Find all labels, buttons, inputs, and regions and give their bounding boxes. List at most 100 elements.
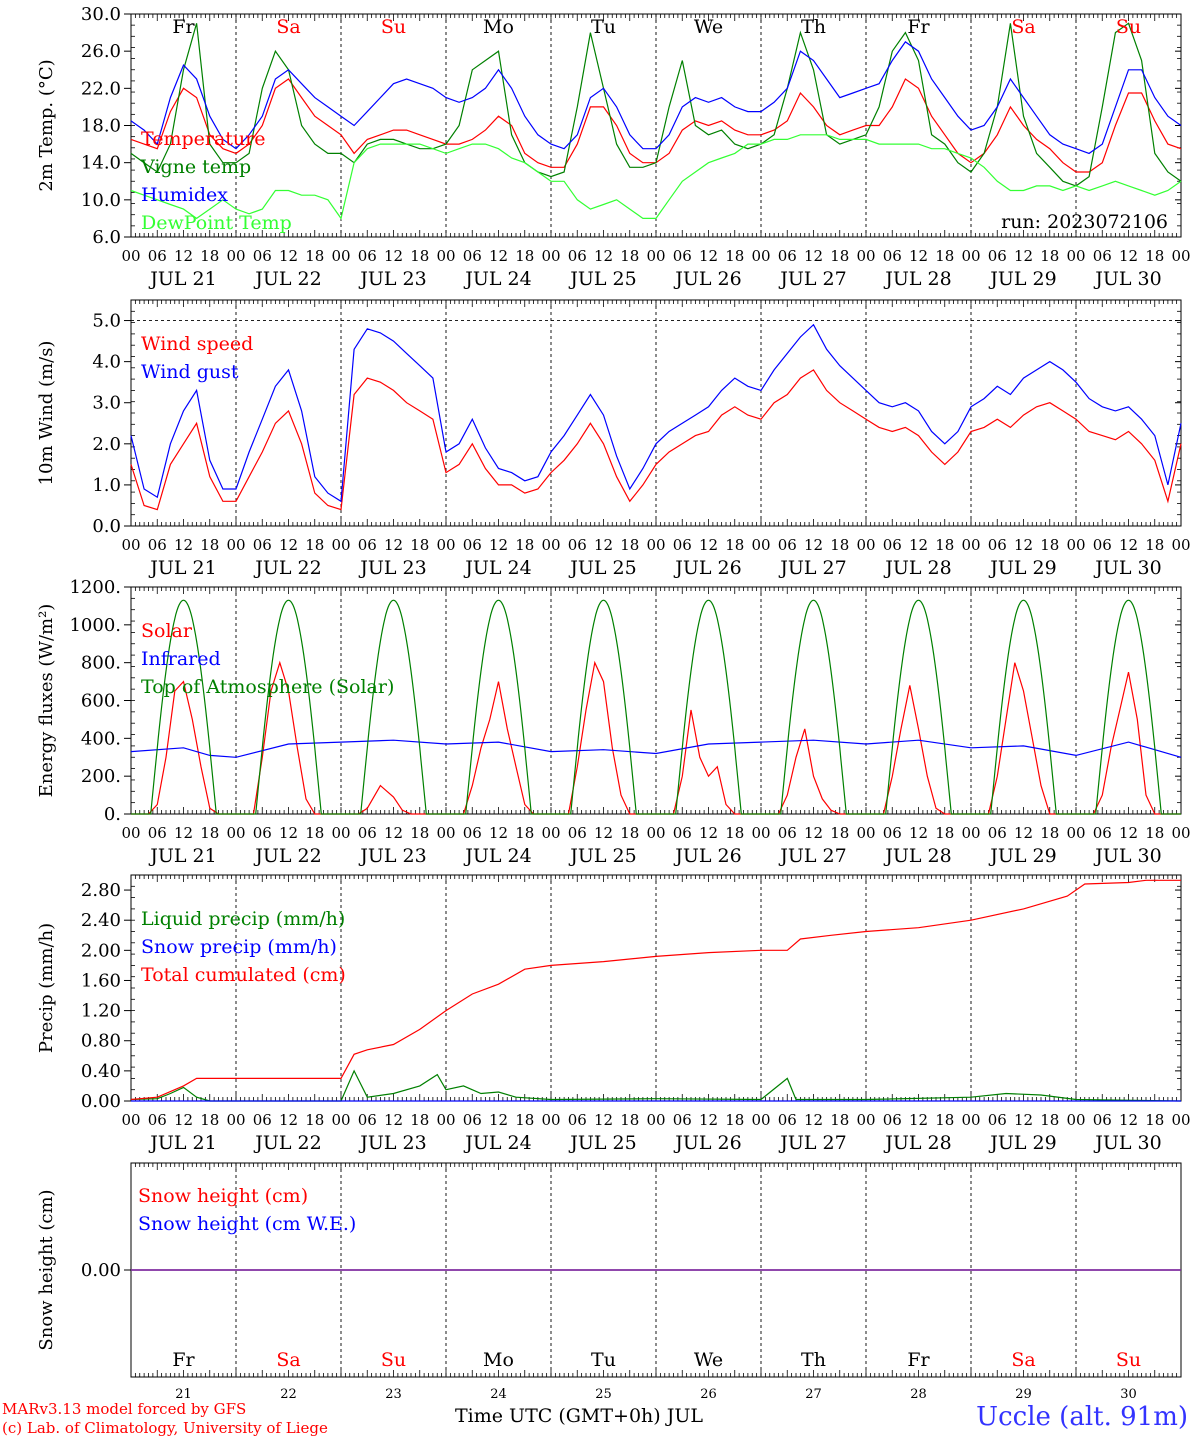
- x-hour-tick-label: 00: [1171, 536, 1190, 554]
- x-hour-tick-label: 12: [279, 824, 298, 842]
- x-hour-tick-label: 18: [305, 1111, 324, 1129]
- model-credit: MARv3.13 model forced by GFS: [2, 1400, 247, 1418]
- x-hour-tick-label: 06: [148, 824, 167, 842]
- x-hour-tick-label: 00: [751, 1111, 770, 1129]
- x-hour-tick-label: 06: [568, 247, 587, 265]
- x-hour-tick-label: 00: [436, 1111, 455, 1129]
- legend-entry: Snow height (cm W.E.): [138, 1213, 356, 1235]
- series-line-humidex: [130, 41, 1182, 155]
- y-tick-label: 600.: [81, 691, 121, 712]
- x-hour-tick-label: 12: [699, 1111, 718, 1129]
- legend-entry: Snow height (cm): [138, 1185, 308, 1207]
- x-hour-tick-label: 06: [778, 824, 797, 842]
- x-day-label: JUL 29: [988, 557, 1056, 579]
- y-tick-label: 2.00: [81, 940, 121, 961]
- x-hour-tick-label: 12: [489, 824, 508, 842]
- x-day-label: JUL 27: [778, 268, 846, 290]
- panel-3: [124, 874, 1182, 1102]
- x-hour-tick-label: 12: [699, 824, 718, 842]
- y-axis-label: Snow height (cm): [36, 1189, 57, 1350]
- x-day-label: JUL 23: [358, 845, 426, 867]
- x-hour-tick-label: 18: [620, 536, 639, 554]
- x-hour-tick-label: 00: [331, 1111, 350, 1129]
- weekday-label-bottom: Tu: [591, 1349, 616, 1371]
- x-day-label: JUL 27: [778, 845, 846, 867]
- x-hour-tick-label: 06: [988, 824, 1007, 842]
- x-day-label: JUL 30: [1093, 1132, 1161, 1154]
- y-tick-label: 4.0: [92, 352, 121, 373]
- y-tick-label: 1.20: [81, 1001, 121, 1022]
- weekday-label-bottom: Fr: [907, 1349, 930, 1371]
- x-hour-tick-label: 00: [331, 824, 350, 842]
- x-day-label: JUL 29: [988, 268, 1056, 290]
- x-hour-tick-label: 18: [410, 1111, 429, 1129]
- x-hour-tick-label: 18: [935, 536, 954, 554]
- x-hour-tick-label: 12: [1119, 824, 1138, 842]
- x-hour-tick-label: 06: [568, 824, 587, 842]
- weekday-label-top: Fr: [907, 16, 930, 38]
- x-hour-tick-label: 18: [515, 536, 534, 554]
- weekday-label-top: Su: [381, 16, 406, 38]
- x-day-label: JUL 24: [463, 1132, 531, 1154]
- legend-entry: Temperature: [141, 128, 265, 150]
- x-hour-tick-label: 00: [121, 536, 140, 554]
- x-hour-tick-label: 12: [594, 1111, 613, 1129]
- y-tick-label: 2.80: [81, 880, 121, 901]
- legend-entry: Snow precip (mm/h): [141, 936, 337, 958]
- x-hour-tick-label: 18: [935, 247, 954, 265]
- y-tick-label: 10.0: [81, 190, 121, 211]
- x-hour-tick-label: 06: [463, 247, 482, 265]
- y-tick-label: 14.0: [81, 153, 121, 174]
- x-hour-tick-label: 06: [1093, 247, 1112, 265]
- y-axis-label: 2m Temp. (°C): [36, 59, 57, 191]
- x-hour-tick-label: 06: [1093, 824, 1112, 842]
- legend-entry: Total cumulated (cm): [141, 964, 346, 986]
- y-axis-label: Precip (mm/h): [36, 923, 57, 1053]
- x-hour-tick-label: 18: [620, 824, 639, 842]
- x-day-label: JUL 24: [463, 268, 531, 290]
- x-hour-tick-label: 00: [1066, 824, 1085, 842]
- series-line-total-cumulated-cm-: [130, 879, 1181, 1101]
- x-hour-tick-label: 06: [1093, 1111, 1112, 1129]
- x-hour-tick-label: 06: [358, 536, 377, 554]
- weekday-label-top: Mo: [483, 16, 514, 38]
- legend-entry: Vigne temp: [140, 156, 251, 178]
- x-hour-tick-label: 18: [200, 824, 219, 842]
- x-hour-tick-label: 06: [883, 247, 902, 265]
- x-hour-tick-label: 06: [778, 247, 797, 265]
- series-line-liquid-precip-mm-h-: [130, 1069, 1182, 1102]
- x-hour-tick-label: 18: [200, 1111, 219, 1129]
- x-day-label: JUL 22: [253, 557, 321, 579]
- y-tick-label: 2.0: [92, 434, 121, 455]
- legend-entry: Liquid precip (mm/h): [141, 908, 345, 930]
- x-day-label: JUL 26: [673, 557, 741, 579]
- weekday-label-top: Sa: [1011, 16, 1035, 38]
- series-line-vigne-temp: [130, 22, 1182, 187]
- x-hour-tick-label: 00: [121, 247, 140, 265]
- x-hour-tick-label: 18: [305, 824, 324, 842]
- x-hour-tick-label: 12: [384, 824, 403, 842]
- x-hour-tick-label: 12: [594, 247, 613, 265]
- x-hour-tick-label: 00: [1171, 824, 1190, 842]
- day-number-label: 23: [385, 1387, 402, 1402]
- day-number-label: 27: [805, 1387, 822, 1402]
- x-day-label: JUL 23: [358, 268, 426, 290]
- x-hour-tick-label: 00: [1171, 1111, 1190, 1129]
- x-hour-tick-label: 00: [541, 536, 560, 554]
- x-day-label: JUL 21: [148, 1132, 216, 1154]
- weekday-label-bottom: Fr: [172, 1349, 195, 1371]
- x-hour-tick-label: 12: [489, 536, 508, 554]
- x-day-label: JUL 27: [778, 557, 846, 579]
- x-day-label: JUL 28: [883, 268, 951, 290]
- y-tick-label: 22.0: [81, 78, 121, 99]
- x-hour-tick-label: 18: [620, 1111, 639, 1129]
- day-number-label: 28: [910, 1387, 927, 1402]
- x-hour-tick-label: 18: [830, 536, 849, 554]
- y-tick-label: 0.00: [81, 1260, 121, 1281]
- weekday-label-bottom: Su: [381, 1349, 406, 1371]
- x-hour-tick-label: 12: [1014, 536, 1033, 554]
- x-hour-tick-label: 00: [121, 1111, 140, 1129]
- x-hour-tick-label: 18: [935, 1111, 954, 1129]
- x-hour-tick-label: 00: [331, 536, 350, 554]
- x-day-label: JUL 26: [673, 845, 741, 867]
